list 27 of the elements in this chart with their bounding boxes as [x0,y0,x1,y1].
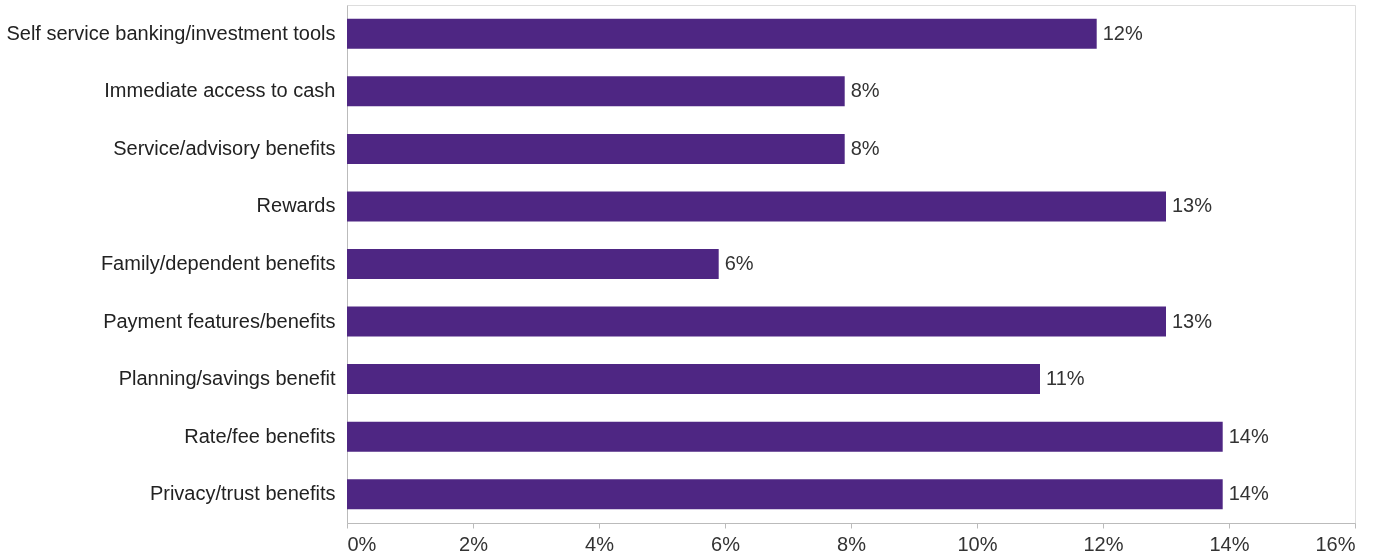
y-tick-label: Family/dependent benefits [100,252,336,274]
data-label: 6% [724,252,754,274]
x-tick-label: 0% [347,532,377,555]
data-label: 13% [1172,309,1213,332]
y-tick-label: Self service banking/investment tools [6,21,336,44]
x-tick-label: 2% [459,532,489,555]
data-label: 12% [1102,21,1143,44]
data-label: 14% [1228,482,1269,505]
y-tick-label: Immediate access to cash [104,79,336,102]
x-tick-label: 10% [957,532,998,555]
y-tick-label: Planning/savings benefit [118,367,336,390]
y-tick-label: Privacy/trust benefits [149,482,336,505]
x-tick-label: 6% [711,532,741,555]
y-tick-label: Rate/fee benefits [184,424,336,447]
x-tick-label: 12% [1083,532,1124,555]
data-label: 14% [1228,424,1269,447]
x-tick-label: 14% [1209,532,1250,555]
x-tick-label: 16% [1315,532,1356,555]
y-tick-label: Service/advisory benefits [113,136,336,159]
data-label: 8% [850,79,880,102]
data-label: 11% [1046,367,1085,390]
y-tick-label: Rewards [256,194,336,217]
data-label: 13% [1172,194,1213,217]
x-tick-label: 4% [585,532,615,555]
x-tick-label: 8% [837,532,867,555]
y-tick-label: Payment features/benefits [103,309,336,332]
data-label: 8% [850,136,880,159]
